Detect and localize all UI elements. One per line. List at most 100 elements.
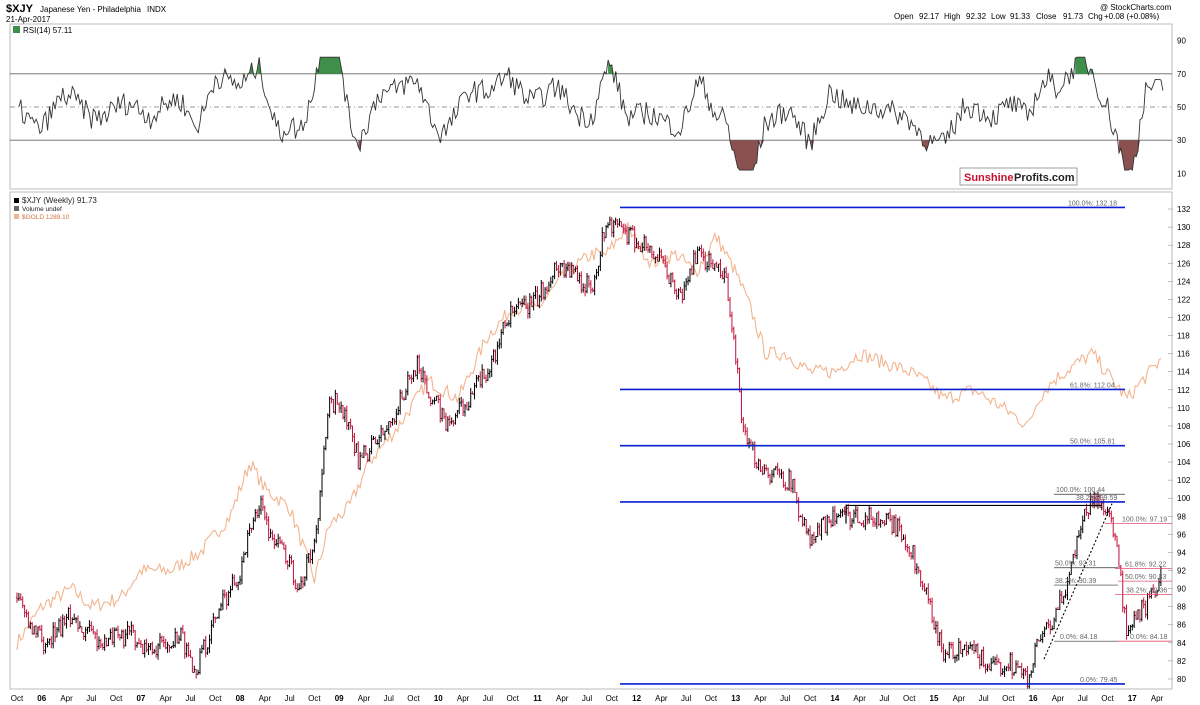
- price-tick-label: 82: [1177, 657, 1186, 666]
- x-tick-label: Jul: [1078, 694, 1088, 703]
- price-tick-label: 112: [1177, 386, 1190, 395]
- legend-entry: $XJY (Weekly) 91.73: [22, 196, 97, 205]
- x-tick-label: Oct: [804, 694, 817, 703]
- price-tick-label: 132: [1177, 205, 1191, 214]
- price-tick-label: 84: [1177, 639, 1186, 648]
- x-tick-label: Jul: [780, 694, 790, 703]
- x-tick-label: 13: [731, 694, 740, 703]
- price-tick-label: 116: [1177, 350, 1190, 359]
- x-tick-label: Apr: [457, 694, 470, 703]
- x-tick-label: Apr: [953, 694, 966, 703]
- x-tick-label: Oct: [209, 694, 222, 703]
- x-tick-label: Apr: [60, 694, 73, 703]
- x-tick-label: Apr: [655, 694, 668, 703]
- x-tick-label: Apr: [1052, 694, 1065, 703]
- price-tick-label: 124: [1177, 277, 1191, 286]
- fib-level-label: 0.0%: 84.18: [1060, 634, 1097, 641]
- fib-level-label: 50.0%: 90.83: [1125, 574, 1166, 581]
- candlestick-icon: [14, 198, 19, 203]
- rsi-legend-icon: [13, 26, 20, 33]
- price-tick-label: 86: [1177, 621, 1186, 630]
- fib-level-label: 0.0%: 79.45: [1080, 677, 1117, 684]
- low-value: 91.33: [1010, 12, 1031, 21]
- watermark-box: [959, 167, 1078, 186]
- price-tick-label: 108: [1177, 422, 1191, 431]
- price-tick-label: 110: [1177, 404, 1190, 413]
- price-tick-label: 126: [1177, 259, 1191, 268]
- instrument-name: Japanese Yen - Philadelphia: [40, 5, 142, 14]
- rsi-panel-frame: [9, 23, 1173, 190]
- price-tick-label: 90: [1177, 585, 1186, 594]
- x-axis: Oct 06 Apr Jul Oct 07 Apr Jul Oct 08 Apr Jul Oct 09 Ap…: [11, 694, 1164, 703]
- fib-level-label: 100.0%: 132.18: [1068, 200, 1117, 207]
- exchange: INDX: [147, 5, 167, 14]
- price-tick-label: 118: [1177, 332, 1190, 341]
- x-tick-label: Oct: [110, 694, 123, 703]
- x-tick-label: Apr: [259, 694, 272, 703]
- x-tick-label: 16: [1029, 694, 1038, 703]
- rsi-line: [18, 56, 1164, 171]
- open-value: 92.17: [919, 12, 940, 21]
- x-tick-label: Apr: [358, 694, 371, 703]
- x-tick-label: Oct: [308, 694, 321, 703]
- fib-level-label: 61.8%: 92.22: [1125, 562, 1166, 569]
- price-tick-label: 92: [1177, 567, 1186, 576]
- rsi-tick-label: 10: [1177, 169, 1186, 178]
- x-tick-label: Jul: [879, 694, 889, 703]
- fib-level-label: 38.2%: 89.36: [1126, 587, 1167, 594]
- x-tick-label: Jul: [185, 694, 195, 703]
- price-grid: [1168, 208, 1173, 680]
- x-tick-label: Jul: [284, 694, 294, 703]
- rsi-legend-text: RSI(14) 57.11: [23, 26, 73, 35]
- rsi-overbought-fill: [224, 57, 1095, 74]
- fib-level-label: 38.2%: 90.39: [1055, 578, 1096, 585]
- price-panel-frame: [9, 191, 1173, 690]
- x-tick-label: Apr: [853, 694, 866, 703]
- x-tick-label: 17: [1128, 694, 1137, 703]
- x-tick-label: Oct: [407, 694, 420, 703]
- fib-level-label: 38.2%: 99.59: [1076, 495, 1117, 502]
- x-tick-label: Jul: [582, 694, 592, 703]
- watermark-part2: Profits.com: [1014, 172, 1075, 184]
- price-axis: 132 130 128 126 124 122 120 118 116 114 112 110 108 1…: [1177, 205, 1191, 684]
- x-tick-label: 10: [434, 694, 443, 703]
- chart-date: 21-Apr-2017: [6, 15, 51, 24]
- low-label: Low: [991, 12, 1006, 21]
- high-label: High: [944, 12, 960, 21]
- rsi-oversold-fill: [282, 140, 1141, 171]
- price-tick-label: 98: [1177, 512, 1186, 521]
- x-tick-label: Oct: [903, 694, 916, 703]
- x-tick-label: Jul: [384, 694, 394, 703]
- x-tick-label: Apr: [1151, 694, 1164, 703]
- rsi-tick-label: 50: [1177, 103, 1186, 112]
- close-label: Close: [1036, 12, 1057, 21]
- x-tick-label: Apr: [159, 694, 172, 703]
- rsi-label: RSI(14) 57.11: [13, 26, 73, 35]
- fib-level-label: 0.0%: 84.18: [1130, 634, 1167, 641]
- x-tick-label: Oct: [1002, 694, 1015, 703]
- x-tick-label: 15: [930, 694, 939, 703]
- trend-lines: [845, 503, 1113, 660]
- bar-icon: [14, 206, 19, 211]
- price-tick-label: 120: [1177, 313, 1191, 322]
- fib-level-label: 61.8%: 112.04: [1070, 382, 1115, 389]
- symbol: $XJY: [6, 3, 34, 15]
- high-value: 92.32: [966, 12, 987, 21]
- x-tick-label: Oct: [11, 694, 24, 703]
- fib-level-label: 50.0%: 105.81: [1070, 439, 1115, 446]
- price-tick-label: 130: [1177, 223, 1191, 232]
- rsi-axis: 90 70 50 30 10: [1177, 37, 1186, 179]
- ohlc-readout: Open 92.17 High 92.32 Low 91.33 Close 91…: [894, 12, 1159, 21]
- price-tick-label: 106: [1177, 440, 1191, 449]
- copyright: @ StockCharts.com: [1100, 3, 1172, 12]
- x-tick-label: 12: [632, 694, 641, 703]
- rsi-tick-label: 70: [1177, 70, 1186, 79]
- close-value: 91.73: [1063, 12, 1084, 21]
- x-tick-label: Oct: [506, 694, 519, 703]
- support-trend-line: [1043, 503, 1113, 660]
- fib-level-label: 100.0%: 100.44: [1056, 487, 1105, 494]
- price-bars: [15, 216, 1163, 689]
- price-tick-label: 122: [1177, 295, 1191, 304]
